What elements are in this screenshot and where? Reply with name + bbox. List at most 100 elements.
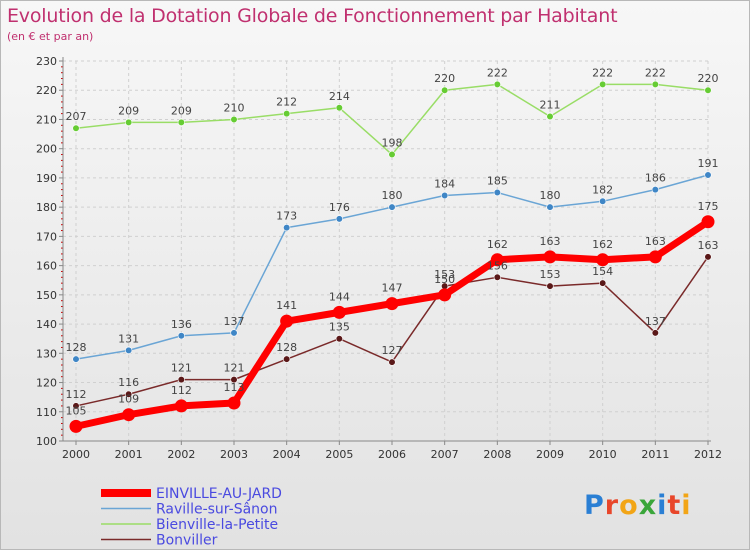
data-point — [177, 332, 185, 340]
data-label: 150 — [434, 273, 455, 286]
data-label: 209 — [118, 104, 139, 117]
data-point — [388, 358, 396, 366]
data-label: 220 — [698, 72, 719, 85]
data-point — [125, 118, 133, 126]
data-point — [441, 191, 449, 200]
legend-label: Bienville-la-Petite — [156, 517, 278, 533]
data-label: 137 — [224, 315, 245, 328]
data-point — [283, 355, 291, 363]
data-point — [546, 282, 554, 290]
x-tick-label: 2005 — [325, 448, 353, 461]
data-label: 198 — [382, 137, 403, 150]
data-point — [335, 335, 343, 343]
data-point — [490, 253, 504, 267]
data-label: 144 — [329, 290, 350, 303]
data-point — [177, 376, 185, 384]
data-label: 163 — [540, 235, 561, 248]
data-label: 180 — [540, 189, 561, 202]
data-label: 131 — [118, 332, 139, 345]
data-point — [283, 224, 291, 232]
data-label: 222 — [487, 66, 508, 79]
logo-letter: x — [638, 490, 658, 521]
data-label: 214 — [329, 90, 350, 103]
data-label: 209 — [171, 104, 192, 117]
data-point — [543, 250, 557, 264]
data-point — [174, 399, 188, 413]
series-lines — [69, 80, 715, 433]
y-tick-label: 180 — [36, 201, 57, 214]
x-tick-label: 2001 — [115, 448, 143, 461]
chart-title: Evolution de la Dotation Globale de Fonc… — [7, 5, 618, 27]
logo-letter: o — [619, 490, 639, 521]
data-label: 175 — [698, 200, 719, 213]
data-label: 127 — [382, 344, 403, 357]
data-label: 212 — [276, 96, 297, 109]
x-tick-label: 2003 — [220, 448, 248, 461]
legend: EINVILLE-AU-JARDRaville-sur-SânonBienvil… — [101, 486, 282, 549]
data-point — [493, 188, 501, 197]
data-label: 220 — [434, 72, 455, 85]
data-label: 222 — [645, 66, 666, 79]
data-point — [332, 305, 346, 319]
data-point — [493, 80, 501, 88]
data-label: 156 — [487, 259, 508, 272]
data-label: 162 — [592, 238, 613, 251]
x-tick-label: 2006 — [378, 448, 406, 461]
y-tick-label: 140 — [36, 318, 57, 331]
data-label: 116 — [118, 376, 139, 389]
y-tick-label: 190 — [36, 172, 57, 185]
logo-letter: P — [584, 490, 605, 521]
data-label: 185 — [487, 175, 508, 188]
data-labels: 207 209 209 210 212 214 198 220 222 211 222 222 220 1… — [66, 66, 719, 417]
data-point — [177, 118, 185, 126]
data-point — [599, 197, 607, 205]
data-point — [441, 86, 449, 94]
y-tick-label: 220 — [36, 84, 57, 97]
tick-labels: 1001101201301401501601701801902002102202… — [36, 55, 722, 461]
logo-letter: t — [667, 490, 682, 521]
data-label: 105 — [66, 404, 87, 417]
data-point — [385, 297, 399, 311]
data-point — [388, 203, 396, 211]
grid-lines — [63, 60, 711, 442]
logo-letter: r — [604, 490, 620, 521]
data-label: 109 — [118, 393, 139, 406]
data-label: 211 — [540, 99, 561, 112]
data-label: 222 — [592, 66, 613, 79]
data-label: 176 — [329, 201, 350, 214]
data-point — [230, 376, 238, 384]
x-tick-label: 2012 — [694, 448, 722, 461]
data-label: 210 — [224, 101, 245, 114]
data-point — [651, 186, 659, 194]
data-point — [704, 171, 712, 179]
y-tick-label: 170 — [36, 230, 57, 243]
data-point — [69, 419, 83, 433]
x-tick-label: 2002 — [167, 448, 195, 461]
data-point — [72, 402, 80, 410]
data-label: 186 — [645, 172, 666, 185]
legend-label: Raville-sur-Sânon — [156, 502, 277, 518]
data-point — [546, 203, 554, 211]
data-point — [72, 355, 80, 363]
y-tick-label: 130 — [36, 347, 57, 360]
y-tick-label: 210 — [36, 113, 57, 126]
legend-label: Bonviller — [156, 533, 218, 549]
data-label: 136 — [171, 318, 192, 331]
data-point — [125, 346, 133, 354]
y-tick-label: 100 — [36, 435, 57, 448]
data-label: 153 — [434, 268, 455, 281]
data-point — [546, 112, 554, 121]
data-point — [227, 396, 241, 410]
x-tick-label: 2007 — [431, 448, 459, 461]
x-tick-label: 2004 — [273, 448, 301, 461]
axes — [59, 57, 711, 445]
data-label: 135 — [329, 321, 350, 334]
data-point — [648, 250, 662, 264]
data-point — [599, 80, 607, 88]
y-tick-label: 150 — [36, 289, 57, 302]
data-point — [335, 215, 343, 223]
data-label: 153 — [540, 268, 561, 281]
data-point — [596, 253, 610, 267]
